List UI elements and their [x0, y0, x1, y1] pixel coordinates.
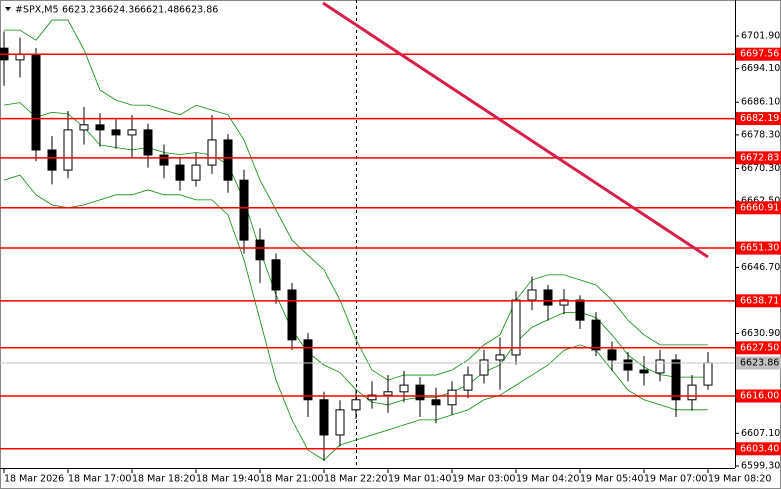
candle-body	[527, 289, 537, 301]
x-tick-label: 19 Mar 08:20	[708, 474, 771, 485]
level-label: 6697.56	[740, 49, 779, 60]
candle-body	[703, 362, 713, 386]
current-price-box	[736, 356, 781, 370]
candle-body	[607, 349, 617, 361]
level-label-box	[736, 112, 781, 126]
candle-body	[95, 124, 105, 131]
x-tick-label: 18 Mar 22:20	[324, 474, 387, 485]
x-tick-label: 18 Mar 2026	[4, 474, 64, 485]
level-label-box	[736, 442, 781, 456]
candle-body	[431, 399, 441, 406]
candle-body	[175, 164, 185, 181]
y-tick-label: 6599.30	[741, 460, 780, 471]
candle-body	[303, 339, 313, 401]
level-label: 6682.19	[740, 113, 779, 124]
level-label: 6603.40	[740, 443, 779, 454]
x-tick-label: 19 Mar 07:00	[644, 474, 707, 485]
x-tick-label: 18 Mar 17:00	[68, 474, 131, 485]
candle-body	[447, 389, 457, 406]
level-label-box	[736, 151, 781, 165]
candle-body	[15, 53, 25, 61]
current-price-label: 6623.86	[740, 358, 779, 369]
x-tick-label: 18 Mar 19:40	[196, 474, 259, 485]
level-label-box	[736, 294, 781, 308]
level-label: 6651.30	[740, 243, 779, 254]
y-tick-label: 6630.90	[741, 328, 780, 339]
band-upper	[4, 19, 708, 381]
level-label: 6616.00	[740, 391, 779, 402]
candle-body	[351, 399, 361, 411]
y-tick-label: 6646.70	[741, 262, 780, 273]
x-tick-label: 19 Mar 05:40	[580, 474, 643, 485]
x-tick-label: 19 Mar 01:40	[388, 474, 451, 485]
candle-body	[47, 149, 57, 171]
level-label-box	[736, 341, 781, 355]
level-label: 6638.71	[740, 295, 779, 306]
candle-body	[623, 359, 633, 371]
candle-body	[207, 139, 217, 166]
candle-body	[111, 129, 121, 136]
y-tick-label: 6678.30	[741, 129, 780, 140]
candle-body	[559, 299, 569, 306]
level-label-box	[736, 389, 781, 403]
x-tick-label: 19 Mar 04:20	[516, 474, 579, 485]
candle-body	[79, 124, 89, 131]
level-label-box	[736, 47, 781, 61]
candle-body	[495, 354, 505, 361]
y-tick-label: 6694.10	[741, 63, 780, 74]
candle-body	[383, 391, 393, 396]
candle-body	[255, 239, 265, 261]
candle-body	[287, 289, 297, 341]
candle-body	[63, 129, 73, 171]
candle-body	[143, 129, 153, 156]
candle-body	[655, 359, 665, 374]
plot-area	[0, 19, 713, 461]
symbol: #SPX,M5	[15, 5, 59, 16]
quote-high: 6624.36	[101, 5, 140, 16]
candle-body	[415, 384, 425, 401]
candle-body	[511, 299, 521, 356]
candle-body	[399, 384, 409, 393]
menu-arrow	[5, 7, 11, 11]
candle-body	[271, 259, 281, 291]
candle-body	[639, 369, 649, 374]
x-tick-label: 19 Mar 03:00	[452, 474, 515, 485]
candle-body	[543, 289, 553, 306]
candle-body	[31, 53, 41, 151]
candle-body	[335, 409, 345, 436]
candle-body	[367, 394, 377, 401]
y-tick-label: 6662.50	[741, 196, 780, 207]
quote-low: 6621.48	[140, 5, 179, 16]
trendline	[322, 1, 709, 259]
y-tick-label: 6670.30	[741, 163, 780, 174]
x-tick-label: 18 Mar 21:00	[260, 474, 323, 485]
candle-body	[191, 164, 201, 181]
level-label-box	[736, 241, 781, 255]
y-tick-label: 6701.90	[741, 31, 780, 42]
level-label: 6660.91	[740, 202, 779, 213]
candle-body	[127, 129, 137, 136]
level-label: 6672.83	[740, 152, 779, 163]
candle-body	[319, 399, 329, 436]
level-label: 6627.50	[740, 342, 779, 353]
level-label-box	[736, 201, 781, 215]
quote-open: 6623.23	[62, 5, 101, 16]
candle-body	[159, 154, 169, 166]
y-tick-label: 6607.10	[741, 428, 780, 439]
candle-body	[479, 359, 489, 376]
candle-body	[223, 139, 233, 181]
candle-body	[575, 299, 585, 321]
x-tick-label: 18 Mar 18:20	[132, 474, 195, 485]
y-tick-label: 6686.10	[741, 97, 780, 108]
candle-body	[671, 359, 681, 401]
candle-body	[687, 384, 697, 401]
quote-close: 6623.86	[179, 5, 218, 16]
candle-body	[463, 374, 473, 391]
candle-body	[239, 179, 249, 241]
candle-body	[591, 319, 601, 351]
